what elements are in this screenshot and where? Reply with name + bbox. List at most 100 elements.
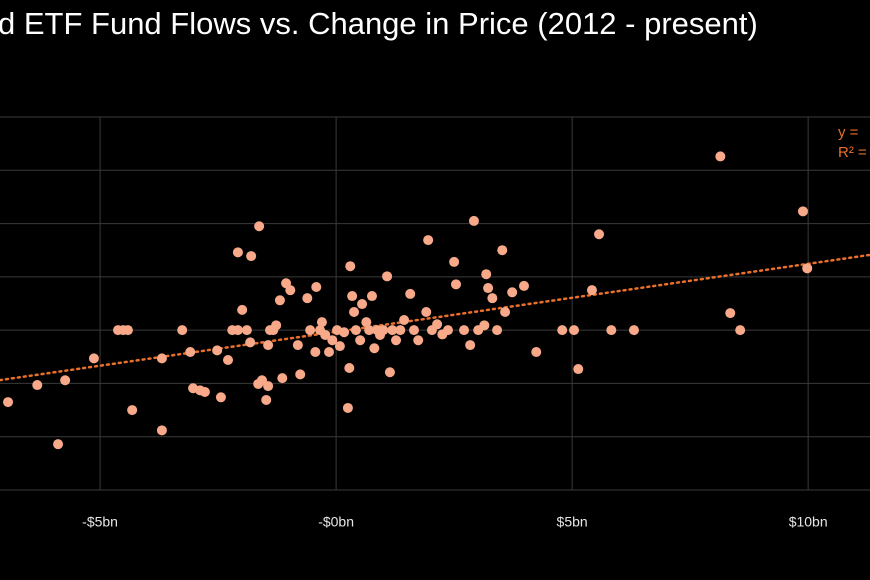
scatter-point <box>451 279 462 290</box>
scatter-point <box>405 288 416 299</box>
scatter-point <box>378 325 389 336</box>
scatter-point <box>122 325 133 336</box>
scatter-point <box>88 353 99 364</box>
scatter-point <box>127 405 138 416</box>
scatter-point <box>395 325 406 336</box>
scatter-point <box>199 386 210 397</box>
scatter-point <box>342 402 353 413</box>
scatter-point <box>483 283 494 294</box>
scatter-point <box>387 325 398 336</box>
scatter-point <box>594 229 605 240</box>
scatter-point <box>573 364 584 375</box>
scatter-point <box>479 320 490 331</box>
annotation: R² = <box>838 144 867 161</box>
scatter-point <box>557 325 568 336</box>
scatter-point <box>3 397 14 408</box>
scatter-point <box>156 353 167 364</box>
scatter-point <box>320 329 331 340</box>
scatter-point <box>408 325 419 336</box>
x-tick-label: $5bn <box>557 514 588 530</box>
scatter-point <box>382 271 393 282</box>
scatter-point <box>606 325 617 336</box>
scatter-point <box>324 346 335 357</box>
scatter-point <box>421 307 432 318</box>
scatter-point <box>531 346 542 357</box>
scatter-point <box>492 325 503 336</box>
scatter-point <box>277 373 288 384</box>
scatter-point <box>391 335 402 346</box>
scatter-point <box>305 325 316 336</box>
scatter-point <box>32 380 43 391</box>
scatter-point <box>254 221 265 232</box>
scatter-point <box>212 345 223 356</box>
scatter-point <box>327 335 338 346</box>
scatter-point <box>797 206 808 217</box>
scatter-point <box>449 256 460 267</box>
scatter-point <box>432 319 443 330</box>
scatter-point <box>339 327 350 338</box>
scatter-point <box>237 304 248 315</box>
scatter-point <box>518 280 529 291</box>
scatter-point <box>465 340 476 351</box>
scatter-point <box>310 346 321 357</box>
scatter-point <box>292 340 303 351</box>
scatter-point <box>355 335 366 346</box>
scatter-point <box>364 325 375 336</box>
scatter-point <box>628 325 639 336</box>
scatter-point <box>497 245 508 256</box>
scatter-point <box>263 340 274 351</box>
scatter-point <box>725 308 736 319</box>
x-tick-label: -$0bn <box>318 514 354 530</box>
scatter-point <box>500 307 511 318</box>
scatter-point <box>232 247 243 258</box>
scatter-point <box>241 325 252 336</box>
scatter-point <box>586 285 597 296</box>
scatter-point <box>361 317 372 328</box>
scatter-point <box>316 317 327 328</box>
scatter-point <box>344 362 355 373</box>
scatter-point <box>384 367 395 378</box>
scatter-point <box>459 325 470 336</box>
scatter-point <box>507 287 518 298</box>
scatter-point <box>487 293 498 304</box>
scatter-point <box>245 337 256 348</box>
scatter-point <box>215 392 226 403</box>
scatter-point <box>481 269 492 280</box>
scatter-point <box>468 215 479 226</box>
scatter-point <box>369 343 380 354</box>
scatter-point <box>302 293 313 304</box>
scatter-point <box>347 291 358 302</box>
scatter-point <box>271 320 282 331</box>
scatter-point <box>311 281 322 292</box>
trend-line <box>0 253 870 382</box>
scatter-point <box>357 299 368 310</box>
scatter-point <box>399 315 410 326</box>
annotation: y = <box>838 124 859 141</box>
scatter-point <box>295 369 306 380</box>
x-tick-label: -$5bn <box>82 514 118 530</box>
scatter-point <box>366 291 377 302</box>
scatter-point <box>442 325 453 336</box>
scatter-point <box>60 375 71 386</box>
scatter-point <box>423 235 434 246</box>
scatter-point <box>285 285 296 296</box>
scatter-point <box>185 346 196 357</box>
scatter-point <box>569 325 580 336</box>
scatter-point <box>263 381 274 392</box>
scatter-point <box>246 251 257 262</box>
scatter-point <box>802 263 813 274</box>
x-tick-label: $10bn <box>789 514 828 530</box>
scatter-point <box>232 325 243 336</box>
scatter-point <box>261 394 272 405</box>
scatter-point <box>274 295 285 306</box>
scatter-point <box>177 325 188 336</box>
scatter-point <box>735 325 746 336</box>
chart-title: d ETF Fund Flows vs. Change in Price (20… <box>0 6 758 41</box>
scatter-point <box>53 439 64 450</box>
scatter-point <box>349 307 360 318</box>
scatter-point <box>156 425 167 436</box>
scatter-point <box>345 261 356 272</box>
scatter-point <box>350 325 361 336</box>
scatter-point <box>223 354 234 365</box>
